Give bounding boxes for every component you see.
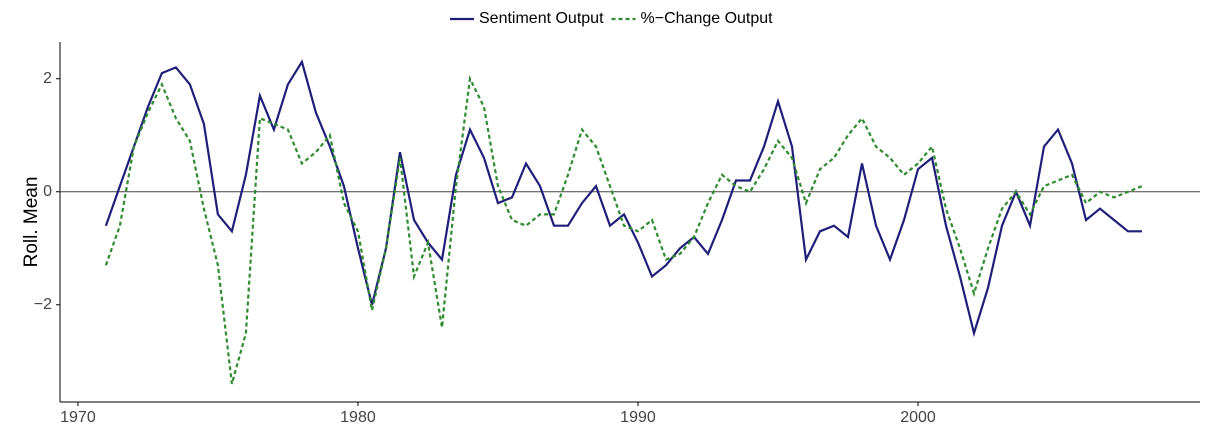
legend-label: %−Change Output bbox=[641, 10, 774, 27]
y-tick-label: 0 bbox=[43, 183, 52, 200]
series-line bbox=[104, 74, 1143, 385]
x-tick-label: 2000 bbox=[900, 409, 936, 426]
legend-label: Sentiment Output bbox=[479, 10, 604, 27]
y-tick-label: 2 bbox=[43, 70, 52, 87]
x-tick-label: 1990 bbox=[620, 409, 656, 426]
y-axis-label: Roll. Mean bbox=[21, 177, 42, 268]
x-tick-label: 1970 bbox=[60, 409, 96, 426]
y-tick-label: −2 bbox=[34, 296, 52, 313]
series-line bbox=[104, 59, 1142, 338]
x-tick-label: 1980 bbox=[340, 409, 376, 426]
